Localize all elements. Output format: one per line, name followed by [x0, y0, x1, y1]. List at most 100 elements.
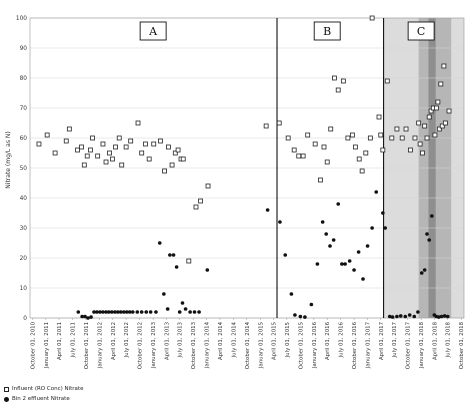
influent-point [439, 123, 445, 129]
effluent-point [115, 310, 120, 314]
influent-point [432, 132, 438, 138]
x-tick-label: January 01, 2018 [419, 321, 425, 369]
effluent-point [265, 208, 270, 212]
x-tick-label: July 01, 2018 [446, 321, 452, 358]
influent-point [380, 147, 386, 153]
effluent-point [192, 310, 197, 314]
effluent-point [343, 262, 347, 266]
influent-point [285, 135, 291, 141]
effluent-point [130, 310, 135, 314]
x-tick-label: October 01, 2012 [138, 322, 144, 369]
influent-point [394, 126, 400, 132]
effluent-point [278, 220, 282, 224]
effluent-point [324, 232, 328, 236]
x-tick-label: July 01, 2011 [70, 322, 76, 358]
influent-point [276, 120, 282, 126]
x-tick-label: April 01, 2014 [218, 321, 224, 360]
period-label-box [313, 21, 341, 41]
effluent-point [80, 314, 84, 319]
effluent-point [419, 271, 424, 275]
influent-point [417, 141, 423, 147]
period-label-box [407, 21, 435, 41]
x-tick-label: October 01, 2014 [245, 321, 251, 369]
influent-point [263, 123, 269, 129]
effluent-point [309, 302, 314, 307]
influent-point [172, 150, 178, 156]
effluent-point [347, 259, 352, 263]
period-lines [276, 18, 385, 318]
influent-point [107, 150, 112, 156]
effluent-point [104, 310, 108, 314]
period-label-a: A [148, 25, 158, 38]
influent-point [442, 120, 448, 126]
influent-point [359, 168, 365, 174]
influent-point [389, 135, 395, 141]
influent-point [438, 81, 444, 87]
effluent-point [83, 314, 87, 319]
effluent-point [107, 310, 111, 314]
legend-item-effluent: Bin 2 effluent Nitrate [4, 396, 70, 402]
period-label-b: B [323, 25, 331, 38]
influent-point [367, 135, 373, 141]
effluent-point [442, 314, 447, 318]
influent-point [166, 144, 171, 150]
x-tick-label: October 01, 2016 [352, 321, 358, 369]
influent-point [321, 144, 327, 150]
influent-point [205, 183, 211, 189]
effluent-point [92, 310, 96, 314]
effluent-point [293, 313, 297, 317]
effluent-point [127, 310, 132, 314]
effluent-point [205, 268, 210, 272]
effluent-point [283, 253, 288, 257]
influent-point [426, 114, 432, 120]
x-tick-label: January 01, 2013 [151, 322, 157, 369]
effluent-point [157, 241, 162, 245]
effluent-point [381, 211, 385, 215]
y-axis-ticks: 0 10 20 30 40 50 60 70 80 90 100 [16, 16, 27, 322]
influent-point [291, 147, 297, 153]
x-tick-label: April 01, 2018 [432, 321, 438, 360]
effluent-point [407, 313, 412, 317]
effluent-point [98, 310, 102, 314]
influent-point [146, 156, 152, 162]
influent-point [324, 159, 330, 165]
effluent-point [340, 262, 344, 266]
effluent-point [331, 238, 336, 242]
effluent-point [86, 316, 90, 320]
influent-point [441, 63, 447, 69]
y-tick-label: 50 [20, 166, 28, 172]
influent-point [90, 135, 95, 141]
x-tick-label: October 01, 2017 [406, 322, 412, 369]
effluent-point [135, 310, 140, 314]
influent-point [52, 150, 58, 156]
y-tick-label: 10 [20, 286, 28, 292]
influent-point [296, 153, 302, 159]
influent-point [186, 258, 192, 264]
effluent-point [121, 310, 126, 314]
x-tick-label: October 01, 2010 [30, 321, 36, 369]
legend-item-influent: Influent (RO Conc) Nitrate [4, 386, 83, 392]
series-1 [76, 190, 450, 320]
effluent-point [162, 292, 166, 296]
influent-point [128, 138, 134, 144]
effluent-point [352, 268, 356, 272]
x-tick-label: April 01, 2016 [325, 321, 331, 360]
influent-point [312, 141, 318, 147]
effluent-point [390, 315, 395, 319]
influent-point [135, 120, 141, 126]
effluent-point [148, 310, 153, 314]
effluent-point [144, 310, 149, 314]
effluent-point [336, 202, 341, 206]
influent-point [424, 135, 430, 141]
effluent-point [180, 301, 185, 305]
effluent-point [177, 310, 182, 314]
x-axis-ticks: October 01, 2010 January 01, 2011 April 01… [30, 318, 465, 369]
influent-point [399, 135, 405, 141]
effluent-point [154, 310, 158, 314]
influent-point [352, 144, 358, 150]
effluent-point [403, 314, 408, 319]
influent-point [116, 135, 122, 141]
influent-point [103, 159, 109, 165]
effluent-point [320, 220, 325, 224]
